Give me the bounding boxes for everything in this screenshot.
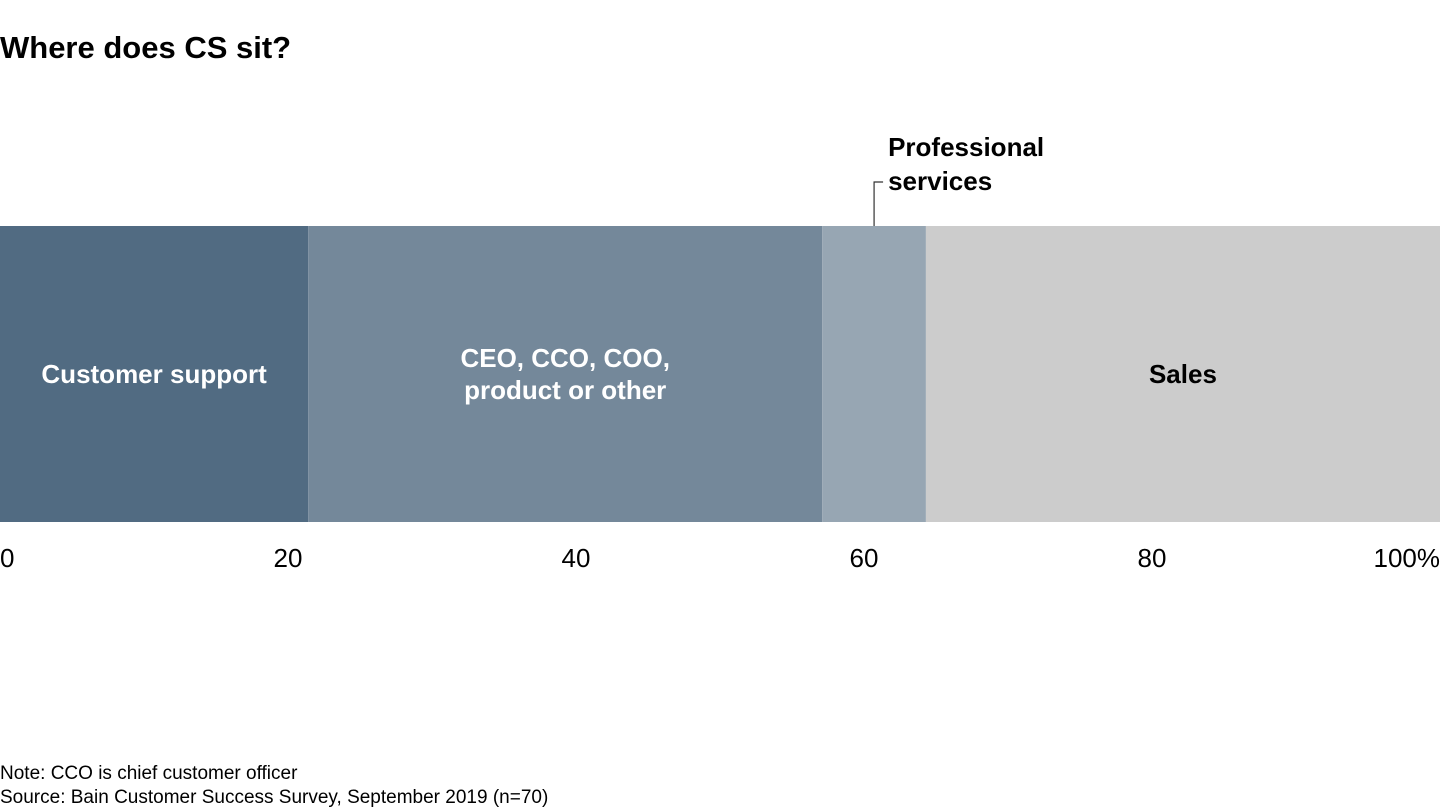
bar-segments (0, 226, 1440, 522)
callout-label-professional-services: services (888, 166, 992, 196)
note-text: Note: CCO is chief customer officer (0, 763, 298, 784)
callout-leader-line (873, 181, 884, 226)
source-text: Source: Bain Customer Success Survey, Se… (0, 787, 549, 808)
x-tick-label: 80 (1138, 543, 1167, 573)
segment-labels: Customer support CEO, CCO, COO,product or… (41, 343, 1217, 405)
callout-group: Professional services (873, 132, 1044, 226)
x-tick-label: 0 (0, 543, 14, 573)
footnotes: Note: CCO is chief customer officer Sour… (0, 762, 548, 810)
bar-segment-professional-services (822, 226, 926, 522)
callout-label-professional-services: Professional (888, 132, 1044, 162)
bar-segment-ceo-cco-coo-product-or-other (308, 226, 823, 522)
bar-segment-customer-support (0, 226, 309, 522)
segment-label-ceo-cco-coo-product-or-other: product or other (464, 375, 666, 405)
bar-segment-sales (925, 226, 1440, 522)
segment-label-customer-support: Customer support (41, 359, 267, 389)
x-tick-label: 20 (274, 543, 303, 573)
x-tick-label: 60 (850, 543, 879, 573)
x-tick-label: 100% (1374, 543, 1440, 573)
chart-title: Where does CS sit? (0, 30, 292, 65)
x-axis-ticks: 0 20 40 60 80 100% (0, 543, 1440, 573)
segment-label-ceo-cco-coo-product-or-other: CEO, CCO, COO, (460, 343, 669, 373)
segment-label-sales: Sales (1149, 359, 1217, 389)
x-tick-label: 40 (562, 543, 591, 573)
